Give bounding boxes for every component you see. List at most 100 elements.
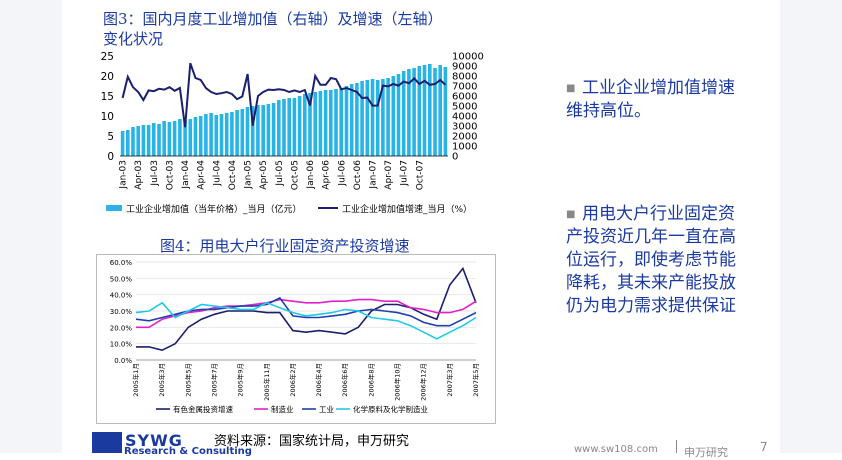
fig3-bar xyxy=(277,100,281,156)
footer-url[interactable]: www.sw108.com xyxy=(574,444,658,455)
fig3-bar xyxy=(365,80,370,156)
fig4-x-tick: 2005年9月 xyxy=(236,363,245,397)
fig4-y-tick: 50.0% xyxy=(110,275,133,283)
fig3-x-tick: Jan-06 xyxy=(306,160,316,190)
fig3-bar xyxy=(344,86,349,156)
fig3-bar xyxy=(141,125,146,156)
fig4-x-tick: 2005年3月 xyxy=(157,363,166,397)
fig3-bar xyxy=(428,64,432,156)
fig3-x-tick: Oct-06 xyxy=(353,160,363,191)
fig3-x-tick: Jul-07 xyxy=(400,160,410,187)
fig4-series-line xyxy=(135,296,477,327)
fig3-growth-line xyxy=(121,62,447,128)
fig3-x-tick: Jan-05 xyxy=(244,160,254,190)
fig4-x-tick: 2007年3月 xyxy=(445,363,454,397)
fig4-frame xyxy=(96,254,496,424)
fig3-chart: 0510152025010002000300040005000600070008… xyxy=(101,51,484,215)
fig3-right-tick: 5000 xyxy=(452,102,477,113)
fig4-y-tick: 30.0% xyxy=(110,308,133,316)
fig4-x-tick: 2006年12月 xyxy=(419,363,428,401)
fig4-chart: 0.0% 10.0% 20.0% 30.0% 40.0% 50.0% 60.0% 2005年1… xyxy=(96,254,496,424)
fig3-title: 图3：国内月度工业增加值（右轴）及增速（左轴） xyxy=(103,10,443,28)
fig3-right-tick: 0 xyxy=(452,152,458,163)
logo-subtitle: Research & Consulting xyxy=(124,446,252,457)
fig3-x-tick: Apr-04 xyxy=(197,160,207,190)
fig3-bar xyxy=(323,90,328,156)
fig3-bar xyxy=(131,127,135,156)
fig3-title-line2: 变化状况 xyxy=(103,30,164,48)
fig3-x-tick: Apr-05 xyxy=(259,160,269,190)
fig3-bar xyxy=(370,79,375,156)
fig3-x-tick: Jul-04 xyxy=(212,160,222,187)
fig3-bar xyxy=(303,94,307,156)
fig3-legend-bar-swatch xyxy=(106,205,122,211)
fig4-y-tick: 10.0% xyxy=(110,341,133,349)
fig3-bar xyxy=(433,68,437,156)
fig3-x-tick: Jul-05 xyxy=(275,160,285,187)
fig3-bar xyxy=(334,89,338,156)
fig3-bar xyxy=(271,103,276,156)
fig3-x-tick: Jan-07 xyxy=(369,160,379,190)
left-margin xyxy=(0,0,62,453)
fig3-bar xyxy=(339,88,343,156)
fig3-bar xyxy=(240,109,245,156)
fig3-right-tick: 7000 xyxy=(452,82,477,93)
fig3-bar xyxy=(355,83,359,156)
logo-name: SYWG xyxy=(125,431,183,450)
fig4-x-tick: 2006年2月 xyxy=(288,363,297,397)
fig3-x-tick: Apr-07 xyxy=(384,160,394,190)
footer-company: 申万研究 xyxy=(684,446,728,459)
fig3-bar xyxy=(183,120,187,156)
fig3-bar xyxy=(329,90,333,156)
fig3-x-tick: Oct-03 xyxy=(166,160,176,190)
fig3-bar xyxy=(297,96,302,156)
fig3-bar xyxy=(349,84,354,156)
fig4-x-tick: 2006年6月 xyxy=(340,363,349,397)
fig3-bar xyxy=(401,71,406,156)
fig3-bar xyxy=(313,92,317,156)
fig4-x-tick: 2006年10月 xyxy=(393,363,402,401)
fig3-bar xyxy=(422,65,427,156)
fig3-bar xyxy=(417,66,422,156)
source-note: 资料来源：国家统计局，申万研究 xyxy=(214,434,410,449)
fig3-left-tick: 20 xyxy=(101,71,114,83)
fig4-x-tick: 2005年1月 xyxy=(131,363,140,397)
fig4-y-tick: 40.0% xyxy=(110,292,133,300)
fig3-left-tick: 5 xyxy=(107,131,114,143)
fig3-x-tick: Oct-04 xyxy=(228,160,238,191)
company-logo-icon xyxy=(92,432,122,453)
fig3-bar xyxy=(292,98,297,156)
fig3-legend-bar-label: 工业企业增加值（当年价格）_当月（亿元） xyxy=(126,203,302,215)
fig3-bar xyxy=(224,113,229,156)
fig4-series-line xyxy=(136,266,477,352)
fig3-right-tick: 8000 xyxy=(452,72,477,83)
fig3-bar xyxy=(214,115,219,156)
fig3-bar xyxy=(412,68,416,156)
fig4-title: 图4：用电大户行业固定资产投资增速 xyxy=(160,237,410,255)
fig4-x-tick: 2006年8月 xyxy=(366,363,375,397)
bullet-2: ■ 用电大户行业固定资产投资近几年一直在高位运行，即使考虑节能降耗，其未来产能投放… xyxy=(566,203,736,318)
fig4-x-tick: 2005年11月 xyxy=(262,363,271,401)
fig3-bar xyxy=(443,67,448,156)
fig3-bar xyxy=(266,104,271,156)
fig3-bar xyxy=(391,76,396,156)
fig3-bar xyxy=(120,131,125,156)
fig3-bar xyxy=(308,93,312,156)
fig3-bar xyxy=(178,119,182,156)
fig3-x-tick: Apr-06 xyxy=(322,160,332,190)
fig3-bar xyxy=(193,117,198,156)
fig3-right-tick: 9000 xyxy=(452,62,477,73)
bullet-1-text: 工业企业增加值增速维持高位。 xyxy=(566,78,735,121)
page-number: 7 xyxy=(760,440,768,454)
fig3-bar xyxy=(162,121,166,156)
fig3-x-tick: Oct-05 xyxy=(290,160,300,190)
fig3-right-tick: 6000 xyxy=(452,92,477,103)
fig4-legend-label: 有色金属投资增速 xyxy=(173,404,233,414)
fig3-right-tick: 10000 xyxy=(452,52,484,63)
fig3-bar xyxy=(261,105,265,156)
fig3-x-tick: Jul-03 xyxy=(150,160,160,187)
fig4-y-tick: 60.0% xyxy=(110,259,133,267)
fig3-x-tick: Apr-03 xyxy=(134,160,144,190)
fig3-right-tick: 1000 xyxy=(452,142,477,153)
fig4-x-tick: 2006年4月 xyxy=(314,363,323,397)
